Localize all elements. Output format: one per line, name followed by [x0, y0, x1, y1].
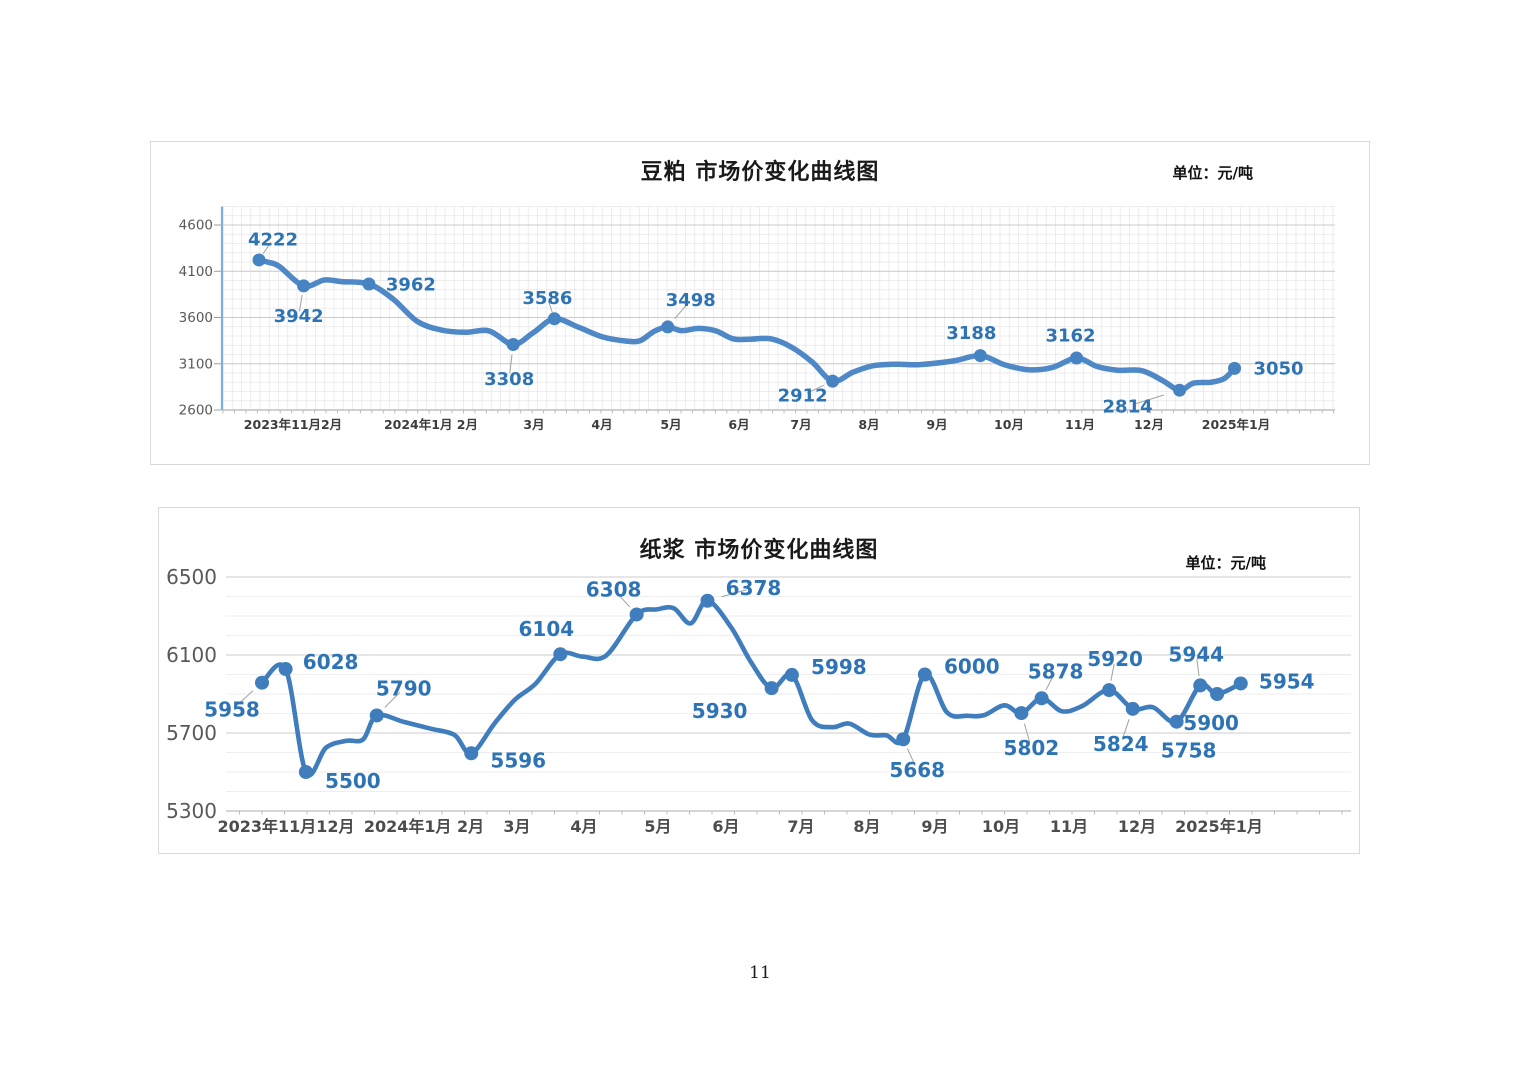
svg-text:9月: 9月	[921, 817, 948, 836]
svg-text:3962: 3962	[386, 274, 436, 295]
svg-text:3月: 3月	[523, 417, 544, 432]
chart-panel-soybean-meal: 豆粕 市场价变化曲线图 单位：元/吨 2600 3100 3600 4100 4600 2…	[150, 141, 1370, 465]
svg-text:6500: 6500	[166, 565, 217, 589]
svg-text:8月: 8月	[853, 817, 880, 836]
svg-text:6378: 6378	[726, 576, 782, 600]
svg-text:5802: 5802	[1004, 736, 1060, 760]
svg-text:3188: 3188	[946, 323, 996, 344]
svg-text:6100: 6100	[166, 643, 217, 667]
svg-text:2024年1月 2月: 2024年1月 2月	[364, 817, 484, 836]
svg-text:5930: 5930	[692, 699, 748, 723]
svg-text:12月: 12月	[1118, 817, 1156, 836]
svg-text:5668: 5668	[889, 758, 945, 782]
svg-text:3942: 3942	[274, 306, 324, 327]
svg-text:11月: 11月	[1050, 817, 1088, 836]
svg-text:12月: 12月	[1134, 417, 1164, 432]
svg-text:4月: 4月	[570, 817, 597, 836]
svg-text:4600: 4600	[179, 218, 213, 234]
svg-text:9月: 9月	[926, 417, 947, 432]
svg-text:11月: 11月	[1065, 417, 1095, 432]
svg-text:5500: 5500	[325, 769, 381, 793]
svg-text:5596: 5596	[490, 748, 546, 772]
svg-text:3498: 3498	[666, 290, 716, 311]
svg-text:6月: 6月	[712, 817, 739, 836]
svg-text:7月: 7月	[787, 817, 814, 836]
svg-text:5824: 5824	[1093, 732, 1149, 756]
chart-title: 豆粕 市场价变化曲线图	[640, 160, 880, 185]
chart-panel-pulp: 纸浆 市场价变化曲线图 单位：元/吨 5300 5700 6100 6500 2023年…	[158, 507, 1360, 854]
svg-text:3600: 3600	[179, 310, 213, 326]
svg-text:5700: 5700	[166, 721, 217, 745]
svg-text:2023年11月12月: 2023年11月12月	[217, 817, 354, 836]
unit-label: 单位：元/吨	[1172, 164, 1253, 182]
svg-text:5758: 5758	[1161, 739, 1217, 763]
svg-text:3100: 3100	[179, 356, 213, 372]
svg-text:3162: 3162	[1045, 325, 1095, 346]
svg-text:8月: 8月	[858, 417, 879, 432]
svg-text:2025年1月: 2025年1月	[1175, 817, 1263, 836]
svg-text:3月: 3月	[503, 817, 530, 836]
svg-text:5900: 5900	[1183, 711, 1239, 735]
svg-text:4月: 4月	[591, 417, 612, 432]
svg-text:5月: 5月	[644, 817, 671, 836]
svg-text:5954: 5954	[1259, 669, 1315, 693]
chart-title: 纸浆 市场价变化曲线图	[639, 538, 879, 563]
svg-text:5月: 5月	[660, 417, 681, 432]
svg-text:6104: 6104	[519, 617, 575, 641]
svg-text:6000: 6000	[944, 655, 1000, 679]
unit-label: 单位：元/吨	[1185, 554, 1266, 572]
line-chart-pulp: 5300 5700 6100 6500 2023年11月12月 2024年1月 2月 3月 4…	[166, 565, 1351, 836]
svg-text:5878: 5878	[1028, 659, 1084, 683]
svg-text:6028: 6028	[303, 650, 359, 674]
svg-text:10月: 10月	[982, 817, 1020, 836]
svg-text:10月: 10月	[994, 417, 1024, 432]
svg-text:2024年1月 2月: 2024年1月 2月	[384, 417, 478, 432]
svg-text:6308: 6308	[586, 577, 642, 601]
svg-text:2814: 2814	[1103, 397, 1153, 418]
svg-text:2025年1月: 2025年1月	[1202, 417, 1271, 432]
svg-text:5958: 5958	[204, 698, 260, 722]
svg-text:5998: 5998	[811, 655, 867, 679]
svg-text:2023年11月2月: 2023年11月2月	[244, 417, 342, 432]
svg-text:6月: 6月	[728, 417, 749, 432]
svg-text:7月: 7月	[790, 417, 811, 432]
svg-text:5300: 5300	[166, 799, 217, 823]
svg-text:5790: 5790	[376, 676, 432, 700]
svg-text:4222: 4222	[248, 229, 298, 250]
svg-text:5944: 5944	[1168, 642, 1224, 666]
svg-text:3308: 3308	[484, 369, 534, 390]
svg-text:5920: 5920	[1087, 647, 1143, 671]
svg-text:2600: 2600	[179, 403, 213, 419]
svg-text:2912: 2912	[778, 385, 828, 406]
svg-text:3050: 3050	[1253, 359, 1303, 380]
svg-text:3586: 3586	[522, 288, 572, 309]
line-chart-soybean-meal: 2600 3100 3600 4100 4600 2023年11月2月 2024年1月 2月…	[179, 206, 1335, 432]
svg-text:4100: 4100	[179, 264, 213, 280]
page-number: 11	[749, 963, 771, 983]
